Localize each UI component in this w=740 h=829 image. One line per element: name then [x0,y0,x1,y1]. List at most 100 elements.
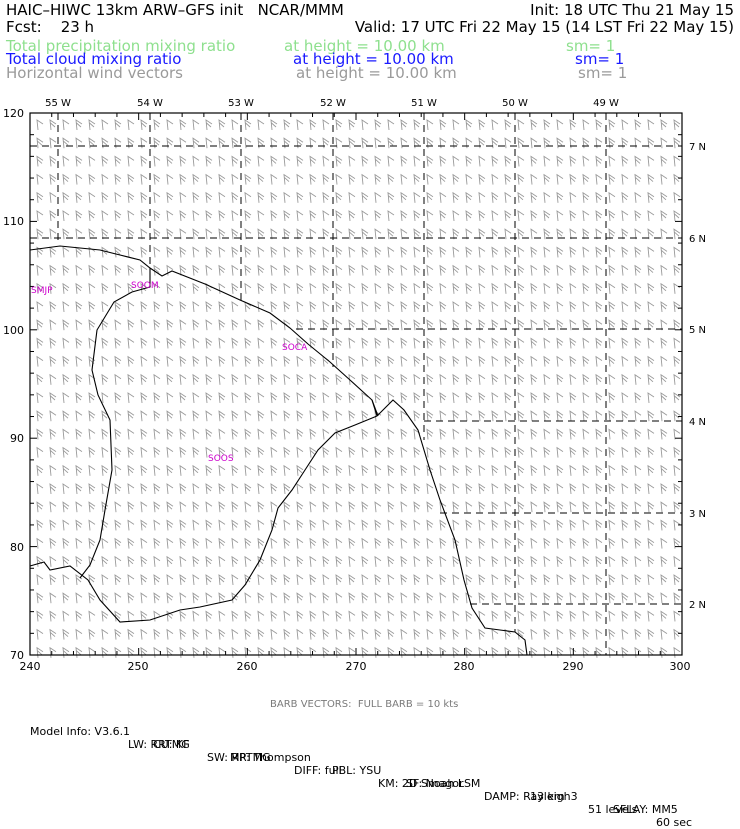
wind-barb [322,464,330,476]
wind-barb [49,483,57,495]
wind-barb [387,337,395,349]
wind-barb [205,628,213,640]
wind-barb [101,464,109,476]
wind-barb [36,483,44,495]
wind-barb [218,519,226,531]
wind-barb [348,210,356,222]
wind-barb [127,646,135,658]
wind-barb [413,628,421,640]
wind-barb [49,537,57,549]
wind-barb [543,301,551,313]
wind-barb [517,428,525,440]
wind-barb [348,119,356,131]
wind-barb [309,155,317,167]
wind-barb [517,537,525,549]
wind-barb [504,574,512,586]
wind-barb [621,592,629,604]
wind-barb [153,483,161,495]
wind-barb [426,119,434,131]
wind-barb [127,537,135,549]
x-tick-290: 290 [563,660,584,673]
wind-barb [491,392,499,404]
wind-barb [400,555,408,567]
wind-barb [62,355,70,367]
wind-barb [530,264,538,276]
wind-barb [257,392,265,404]
wind-barb [335,483,343,495]
wind-barb [621,464,629,476]
wind-barb [348,610,356,622]
wind-barb [374,355,382,367]
wind-barb [517,264,525,276]
wind-barb [127,501,135,513]
wind-barb [478,428,486,440]
wind-barb [322,319,330,331]
wind-barb [218,410,226,422]
station-soca: SOCA [282,343,308,353]
wind-barb [270,137,278,149]
wind-barb [49,337,57,349]
wind-barb [491,246,499,258]
lon-label-52w: 52 W [320,98,346,109]
wind-barb [374,537,382,549]
wind-barb [556,355,564,367]
wind-barb [270,355,278,367]
wind-barb [504,483,512,495]
wind-barb [101,264,109,276]
wind-barb [283,392,291,404]
wind-barb [231,155,239,167]
wind-barb [374,319,382,331]
wind-barb [413,264,421,276]
wind-barb [62,610,70,622]
wind-barb [49,574,57,586]
wind-barb [49,610,57,622]
wind-barb [504,428,512,440]
wind-barb [205,191,213,203]
wind-barb [101,574,109,586]
wind-barb [465,119,473,131]
wind-barb [413,464,421,476]
wind-barb [348,228,356,240]
wind-barb [452,282,460,294]
wind-barb [205,392,213,404]
wind-barb [296,537,304,549]
wind-barb [127,228,135,240]
wind-barb [88,592,96,604]
wind-barb [504,592,512,604]
wind-barb [75,210,83,222]
wind-barb [400,446,408,458]
wind-barb [478,574,486,586]
wind-barb [387,428,395,440]
wind-barb [335,410,343,422]
wind-barb [621,137,629,149]
wind-barb [634,210,642,222]
wind-barb [205,137,213,149]
wind-barb [166,646,174,658]
wind-barb [309,519,317,531]
wind-barb [504,628,512,640]
station-soos: SOOS [208,454,234,464]
wind-barb [36,428,44,440]
wind-barb [621,555,629,567]
wind-barb [296,137,304,149]
model-info-row1: Model Info: V3.6.1 CU: KF MP: Thompson P… [0,712,740,829]
wind-barb [309,373,317,385]
wind-barb [543,282,551,294]
wind-barb [257,574,265,586]
wind-barb [387,191,395,203]
wind-barb [127,410,135,422]
wind-barb [296,519,304,531]
wind-barb [192,373,200,385]
wind-barb [517,392,525,404]
wind-barb [62,428,70,440]
wind-barb [88,119,96,131]
wind-barb [62,210,70,222]
wind-barb [179,264,187,276]
wind-barb [569,119,577,131]
wind-barb [205,119,213,131]
wind-barb [543,246,551,258]
wind-barb [439,610,447,622]
wind-barb [348,464,356,476]
wind-barb [413,319,421,331]
wind-barb [543,392,551,404]
